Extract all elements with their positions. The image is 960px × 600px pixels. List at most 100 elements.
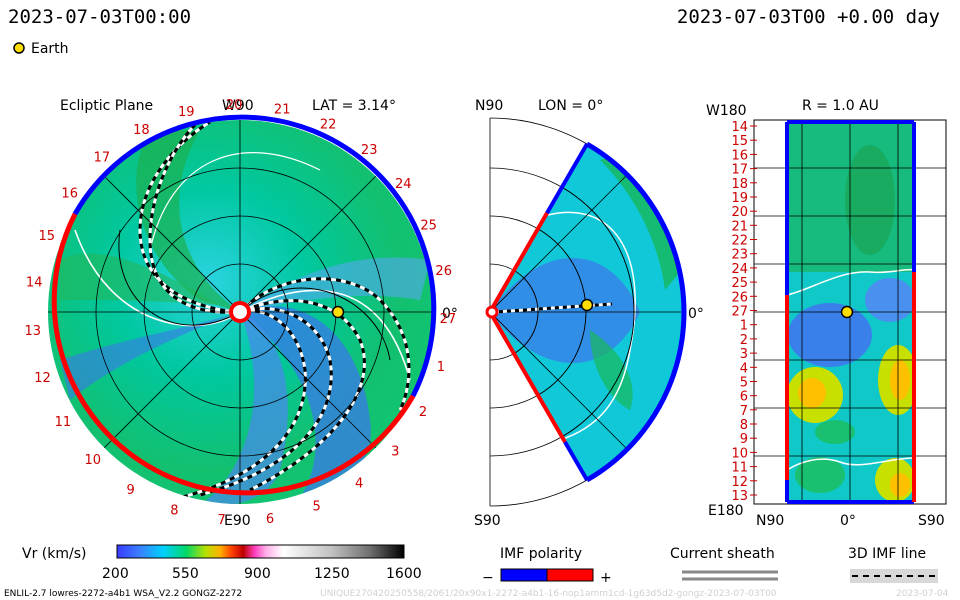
sphere-bottom-left-label: E180: [708, 503, 744, 519]
carrington-label: 4: [355, 477, 363, 492]
carrington-label: 27: [440, 312, 457, 327]
carrington-label: 14: [26, 276, 43, 291]
footer-run-info: UNIQUE270420250558/2061/20x90x1-2272-a4b…: [320, 589, 777, 599]
earth-marker-ecliptic: [331, 305, 345, 319]
sphere-row-label: 4: [740, 361, 748, 376]
sun-marker: [229, 301, 251, 323]
sphere-row-label: 23: [731, 248, 748, 263]
imf-polarity-label: IMF polarity: [500, 546, 582, 562]
sphere-row-label: 9: [740, 432, 748, 447]
carrington-label: 1: [437, 360, 445, 375]
sphere-row-label: 21: [731, 219, 748, 234]
current-sheath-legend: Current sheath: [670, 546, 778, 581]
sphere-row-label: 5: [740, 376, 748, 391]
meridional-panel: N90 LON = 0° 0° S90: [474, 98, 704, 529]
sphere-row-label: 7: [740, 404, 748, 419]
meridional-right-label: 0°: [688, 306, 704, 322]
imf-plus-sign: +: [600, 570, 612, 586]
sphere-radius-label: R = 1.0 AU: [802, 98, 879, 114]
earth-legend-label: Earth: [31, 41, 69, 57]
carrington-label: 18: [133, 123, 150, 138]
sphere-row-label: 25: [731, 276, 748, 291]
carrington-label: 24: [395, 177, 412, 192]
imf-minus-sign: −: [482, 570, 494, 586]
earth-marker-sphere: [840, 305, 854, 319]
carrington-label: 19: [178, 105, 195, 120]
earth-marker-meridional: [580, 298, 594, 312]
carrington-label: 26: [435, 264, 452, 279]
imf-negative-swatch: [500, 568, 548, 582]
sphere-row-label: 15: [731, 134, 748, 149]
sphere-row-label: 8: [740, 418, 748, 433]
sphere-row-label: 17: [731, 163, 748, 178]
current-sheath-label: Current sheath: [670, 546, 775, 562]
sphere-bottom-label-s90: S90: [918, 513, 945, 529]
sphere-row-label: 1: [740, 319, 748, 334]
carrington-label: 7: [218, 513, 226, 528]
footer-model-info: ENLIL-2.7 lowres-2272-a4b1 WSA_V2.2 GONG…: [4, 589, 242, 599]
carrington-label: 13: [25, 324, 42, 339]
colorbar-tick-550: 550: [172, 566, 199, 582]
datetime-left: 2023-07-03T00:00: [8, 6, 192, 28]
sphere-row-label: 10: [731, 446, 748, 461]
carrington-label: 12: [34, 371, 51, 386]
carrington-label: 5: [312, 499, 320, 514]
sphere-row-label: 3: [740, 347, 748, 362]
carrington-label: 20: [226, 98, 243, 113]
meridional-lon-label: LON = 0°: [538, 98, 603, 114]
carrington-label: 17: [94, 151, 111, 166]
imf-polarity-legend: IMF polarity − +: [482, 546, 612, 586]
colorbar-tick-1600: 1600: [386, 566, 422, 582]
ecliptic-lat-label: LAT = 3.14°: [312, 98, 396, 114]
sphere-bottom-label-0: 0°: [840, 513, 856, 529]
velocity-colorbar: Vr (km/s) 200 550 900 1250 1600: [22, 544, 422, 582]
carrington-label: 16: [61, 187, 78, 202]
colorbar-tick-900: 900: [244, 566, 271, 582]
carrington-label: 22: [320, 118, 337, 133]
sphere-row-label: 16: [731, 148, 748, 163]
ecliptic-plane-panel: Ecliptic Plane W90 LAT = 3.14° 0° E90 12…: [25, 98, 458, 529]
colorbar-label: Vr (km/s): [22, 546, 86, 562]
ecliptic-right-label: 0°: [442, 306, 458, 322]
sphere-row-label: 24: [731, 262, 748, 277]
datetime-right: 2023-07-03T00 +0.00 day: [676, 6, 940, 28]
carrington-label: 2: [419, 405, 427, 420]
colorbar-tick-1250: 1250: [314, 566, 350, 582]
sphere-row-label: 20: [731, 205, 748, 220]
carrington-label: 10: [85, 453, 102, 468]
sphere-row-label: 6: [740, 390, 748, 405]
sphere-row-label: 2: [740, 333, 748, 348]
meridional-top-left-label: N90: [475, 98, 503, 114]
carrington-label: 15: [39, 229, 56, 244]
sphere-row-labels: 1415161718192021222324252627123456789101…: [731, 120, 757, 504]
sphere-row-label: 27: [731, 305, 748, 320]
carrington-label: 23: [361, 143, 378, 158]
carrington-label: 25: [420, 218, 437, 233]
carrington-label: 3: [391, 444, 399, 459]
carrington-label: 11: [55, 415, 72, 430]
sphere-row-label: 18: [731, 177, 748, 192]
colorbar-tick-200: 200: [102, 566, 129, 582]
sphere-row-label: 14: [731, 120, 748, 135]
earth-legend-icon: [13, 42, 25, 54]
imf-line-label: 3D IMF line: [848, 546, 926, 562]
imf-line-legend: 3D IMF line: [848, 546, 938, 583]
sphere-row-label: 22: [731, 234, 748, 249]
sphere-row-label: 13: [731, 489, 748, 504]
sphere-row-label: 12: [731, 475, 748, 490]
ecliptic-title: Ecliptic Plane: [60, 98, 153, 114]
ecliptic-bottom-label: E90: [224, 513, 251, 529]
sphere-top-left-label: W180: [706, 103, 747, 119]
carrington-label: 6: [266, 512, 274, 527]
carrington-label: 21: [274, 102, 291, 117]
meridional-bottom-left-label: S90: [474, 513, 501, 529]
sphere-panel: W180 R = 1.0 AU E180 N90 0° S90 14151617…: [706, 98, 947, 529]
imf-positive-swatch: [546, 568, 594, 582]
footer-run-date: 2023-07-04: [896, 589, 949, 599]
sphere-row-label: 11: [731, 461, 748, 476]
sphere-row-label: 19: [731, 191, 748, 206]
ecliptic-top-label: W90: [222, 98, 254, 114]
sphere-row-label: 26: [731, 290, 748, 305]
